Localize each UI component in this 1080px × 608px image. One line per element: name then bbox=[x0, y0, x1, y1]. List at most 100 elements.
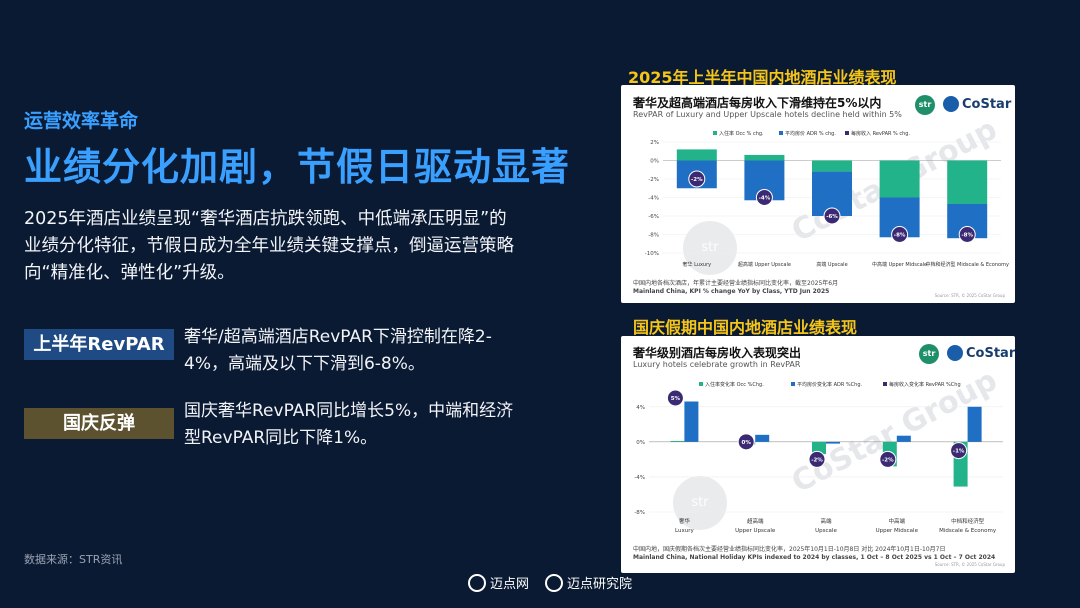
legend-swatch bbox=[779, 131, 783, 135]
panel2-section-title: 国庆假期中国内地酒店业绩表现 bbox=[633, 318, 858, 337]
x-tick-label: 中高端 bbox=[889, 517, 906, 525]
bar bbox=[670, 440, 685, 442]
x-tick-label: 中档和经济型 bbox=[951, 517, 985, 525]
x-tick-label: 超高端 Upper Upscale bbox=[738, 261, 791, 268]
x-tick-label: Upper Upscale bbox=[735, 528, 776, 534]
revpar-marker bbox=[823, 207, 841, 225]
panel2-chart-card: 奢华级别酒店每房收入表现突出 Luxury hotels celebrate g… bbox=[621, 336, 1015, 573]
x-tick-label: 高端 bbox=[820, 517, 832, 525]
x-tick-label: 高端 Upscale bbox=[816, 261, 847, 268]
chart-note-en: Mainland China, KPI % change YoY by Clas… bbox=[633, 288, 830, 295]
bar bbox=[896, 435, 911, 442]
revpar-marker bbox=[808, 450, 826, 468]
str-logo-icon: str bbox=[919, 344, 939, 364]
bar bbox=[812, 160, 852, 172]
costar-logo-label: CoStar bbox=[966, 345, 1015, 361]
bar bbox=[967, 406, 982, 442]
x-tick-label: Luxury bbox=[675, 528, 694, 534]
bar bbox=[947, 160, 988, 204]
footer-brand-label: 迈点网 bbox=[490, 577, 530, 592]
tag-h1-revpar: 上半年RevPAR bbox=[24, 329, 174, 360]
page-headline: 业绩分化加剧，节假日驱动显著 bbox=[24, 145, 571, 189]
x-tick-label: 中档和经济型 Midscale & Economy bbox=[925, 261, 1008, 268]
legend-label: 平均房价变化率 ADR %Chg. bbox=[797, 381, 863, 388]
x-tick-label: 超高端 bbox=[747, 517, 764, 525]
bar bbox=[755, 434, 770, 442]
chart-subtitle: Luxury hotels celebrate growth in RevPAR bbox=[633, 360, 801, 369]
chart-source-tiny: Source: STR, © 2025 CoStar Group bbox=[934, 562, 1005, 567]
chart-title: 奢华及超高端酒店每房收入下滑维持在5%以内 bbox=[633, 96, 882, 110]
institute-logo-icon bbox=[545, 573, 563, 592]
tag-national-day: 国庆反弹 bbox=[24, 408, 174, 439]
meadin-logo-icon bbox=[468, 573, 486, 592]
revpar-marker bbox=[737, 433, 755, 451]
revpar-label: 0% bbox=[742, 440, 752, 446]
legend-swatch bbox=[713, 131, 717, 135]
chart-note-cn: 中国内地，国庆假期各档次主要经营业绩指标同比变化率，2025年10月1日-10月… bbox=[633, 546, 946, 553]
y-tick-label: 2% bbox=[650, 140, 659, 146]
h1-revpar-description: 奢华/超高端酒店RevPAR下滑控制在降2-4%，高端及以下下滑到6-8%。 bbox=[184, 327, 492, 374]
national-day-description: 国庆奢华RevPAR同比增长5%，中端和经济型RevPAR同比下降1%。 bbox=[184, 401, 514, 448]
legend-swatch bbox=[883, 382, 887, 386]
revpar-label: -4% bbox=[759, 196, 771, 202]
revpar-marker bbox=[755, 189, 773, 206]
y-tick-label: -8% bbox=[634, 510, 645, 516]
data-source: 数据来源：STR资讯 bbox=[24, 553, 123, 566]
bar bbox=[744, 154, 785, 161]
revpar-label: 5% bbox=[671, 396, 681, 402]
bar bbox=[684, 401, 699, 442]
legend-label: 入住率 Occ % chg. bbox=[719, 130, 764, 137]
revpar-label: -1% bbox=[953, 449, 965, 455]
chart2-svg: 入住率变化率 Occ %Chg. 平均房价变化率 ADR %Chg. 每房收入变化率… bbox=[634, 381, 1003, 534]
intro-paragraph: 2025年酒店业绩呈现“奢华酒店抗跌领跑、中低端承压明显”的业绩分化特征，节假日… bbox=[24, 209, 514, 283]
watermark-str-icon: str bbox=[673, 476, 727, 530]
y-tick-label: 4% bbox=[636, 405, 645, 411]
kicker-title: 运营效率革命 bbox=[24, 110, 139, 132]
watermark-str-icon: str bbox=[683, 221, 737, 275]
costar-logo-icon bbox=[947, 345, 963, 361]
legend-swatch bbox=[791, 382, 795, 386]
footer-brand-meadin: 迈点网 bbox=[468, 573, 529, 592]
y-tick-label: -4% bbox=[634, 475, 645, 481]
revpar-label: -2% bbox=[811, 457, 823, 463]
panel1-section-title: 2025年上半年中国内地酒店业绩表现 bbox=[628, 68, 897, 87]
str-logo-icon: str bbox=[915, 95, 935, 115]
y-tick-label: -4% bbox=[648, 196, 659, 202]
legend-label: 平均房价 ADR % chg. bbox=[785, 130, 836, 137]
y-tick-label: 0% bbox=[650, 159, 659, 165]
revpar-marker bbox=[891, 226, 909, 243]
costar-logo-icon bbox=[943, 96, 959, 112]
revpar-label: -8% bbox=[894, 233, 906, 239]
x-tick-label: 奢华 bbox=[679, 517, 691, 525]
bar bbox=[879, 160, 920, 198]
legend-swatch bbox=[699, 382, 703, 386]
legend-label: 每房收入变化率 RevPAR %Chg bbox=[889, 381, 961, 388]
y-tick-label: 0% bbox=[636, 440, 645, 446]
chart-note-cn: 中国内地各档次酒店，年累计主要经营业绩指标同比变化率，截至2025年6月 bbox=[633, 280, 839, 287]
x-tick-label: Upper Midscale bbox=[876, 528, 919, 534]
revpar-marker bbox=[950, 442, 968, 460]
x-tick-label: 中高端 Upper Midscale bbox=[872, 261, 927, 268]
y-tick-label: -8% bbox=[648, 233, 659, 239]
x-tick-label: Midscale & Economy bbox=[939, 528, 997, 534]
bar bbox=[676, 149, 717, 161]
y-tick-label: -10% bbox=[645, 251, 659, 257]
chart-note-en: Mainland China, National Holiday KPIs in… bbox=[633, 554, 996, 561]
costar-logo-label: CoStar bbox=[962, 96, 1012, 112]
legend-swatch bbox=[845, 131, 849, 135]
bar bbox=[826, 441, 840, 444]
revpar-label: -2% bbox=[882, 457, 894, 463]
revpar-label: -8% bbox=[961, 233, 973, 239]
footer-brand-label: 迈点研究院 bbox=[567, 577, 633, 592]
revpar-marker bbox=[879, 450, 897, 468]
costar-logo: CoStar bbox=[947, 345, 1015, 361]
panel1-chart-card: 奢华及超高端酒店每房收入下滑维持在5%以内 RevPAR of Luxury a… bbox=[621, 85, 1015, 303]
chart-title: 奢华级别酒店每房收入表现突出 bbox=[633, 346, 802, 360]
y-tick-label: -6% bbox=[648, 214, 659, 220]
x-tick-label: 奢华 Luxury bbox=[682, 261, 711, 268]
revpar-label: -6% bbox=[826, 214, 838, 220]
legend-label: 入住率变化率 Occ %Chg. bbox=[705, 381, 764, 388]
revpar-marker bbox=[688, 170, 706, 188]
chart-source-tiny: Source: STR, © 2025 CoStar Group bbox=[934, 293, 1005, 298]
x-tick-label: Upscale bbox=[815, 528, 837, 534]
